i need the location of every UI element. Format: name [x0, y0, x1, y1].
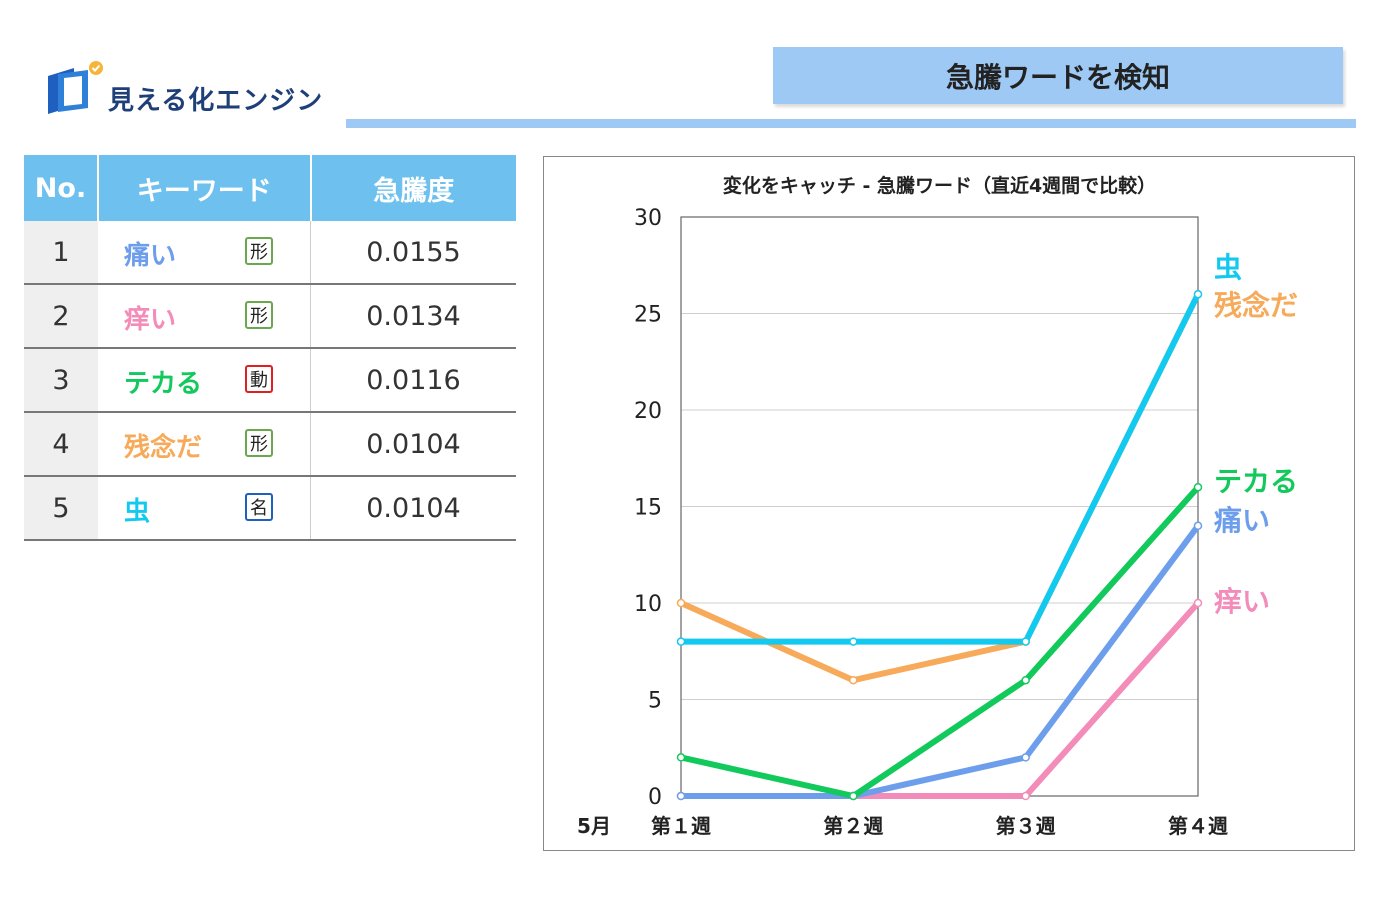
- x-tick-label: 第２週: [823, 814, 883, 838]
- data-point: [1021, 753, 1030, 762]
- row-number: 1: [24, 221, 98, 285]
- data-point: [1021, 791, 1030, 801]
- y-tick-label: 20: [634, 399, 662, 424]
- data-point: [849, 637, 858, 646]
- series-line: [678, 484, 1201, 799]
- data-point: [676, 598, 686, 608]
- page-title: 急騰ワードを検知: [773, 47, 1343, 104]
- x-tick-label: 第３週: [996, 814, 1056, 838]
- row-number: 4: [24, 412, 98, 477]
- data-point: [849, 675, 858, 685]
- logo-text: 見える化エンジン: [108, 86, 324, 116]
- series-line: [678, 522, 1201, 799]
- keyword-cell: 虫名: [98, 476, 311, 541]
- data-point: [676, 753, 686, 762]
- chart-title: 変化をキャッチ - 急騰ワード（直近4週間で比較）: [723, 174, 1156, 197]
- y-tick-label: 5: [648, 689, 662, 714]
- table-row: 2 痒い 形 0.0134: [24, 284, 516, 349]
- score-value: 0.0116: [310, 348, 516, 413]
- row-number: 2: [24, 284, 98, 349]
- score-value: 0.0104: [310, 476, 516, 541]
- title-underline: [346, 119, 1356, 128]
- score-value: 0.0134: [310, 284, 516, 349]
- table-header-row: No. キーワード 急騰度: [24, 155, 516, 221]
- column-header-keyword: キーワード: [97, 155, 311, 221]
- series-line: [678, 291, 1201, 645]
- y-tick-label: 10: [634, 592, 662, 617]
- data-point: [849, 791, 858, 801]
- part-of-speech-badge: 名: [245, 493, 273, 521]
- data-point: [1193, 482, 1203, 492]
- x-axis-prefix: 5月: [577, 814, 611, 838]
- series-label: 虫: [1214, 251, 1242, 284]
- series-label: 痒い: [1214, 585, 1270, 618]
- line-chart: 変化をキャッチ - 急騰ワード（直近4週間で比較） 0 5 10 15 20 25 30 5月 第…: [577, 174, 1298, 838]
- data-point: [1193, 598, 1203, 608]
- data-point: [676, 637, 686, 646]
- keyword-text: テカる: [124, 369, 203, 399]
- keyword-cell: テカる 動: [98, 348, 311, 413]
- keyword-cell: 痒い 形: [98, 284, 311, 349]
- y-tick-label: 0: [648, 785, 662, 810]
- chart-panel: 変化をキャッチ - 急騰ワード（直近4週間で比較） 0 5 10 15 20 25 30 5月 第…: [543, 156, 1355, 851]
- keyword-cell: 残念だ 形: [98, 412, 311, 477]
- part-of-speech-badge: 動: [245, 365, 273, 393]
- data-point: [1021, 637, 1030, 646]
- table-row: 3 テカる 動 0.0116: [24, 348, 516, 413]
- keyword-text: 痛い: [124, 241, 177, 271]
- data-point: [676, 791, 686, 801]
- series-label: 痛い: [1214, 504, 1270, 537]
- score-value: 0.0155: [310, 221, 516, 285]
- keyword-text: 虫: [124, 497, 151, 527]
- logo: 見える化エンジン: [44, 58, 354, 118]
- column-header-no: No.: [24, 155, 98, 221]
- keyword-text: 残念だ: [124, 433, 203, 463]
- series-label: 残念だ: [1214, 289, 1298, 322]
- table-row: 5 虫名 0.0104: [24, 476, 516, 541]
- y-tick-label: 15: [634, 496, 662, 521]
- score-value: 0.0104: [310, 412, 516, 477]
- column-header-score: 急騰度: [309, 155, 516, 221]
- table-row: 4 残念だ 形 0.0104: [24, 412, 516, 477]
- y-tick-label: 25: [634, 303, 662, 328]
- series-line: [678, 291, 1201, 684]
- data-point: [1193, 289, 1203, 299]
- part-of-speech-badge: 形: [245, 237, 273, 265]
- row-number: 3: [24, 348, 98, 413]
- table-row: 1 痛い 形 0.0155: [24, 221, 516, 285]
- x-tick-label: 第４週: [1168, 814, 1228, 838]
- keyword-table: No. キーワード 急騰度 1 痛い形 0.0155 2 痒い形 0.0134 3 テカる動 0…: [24, 155, 516, 541]
- row-number: 5: [24, 476, 98, 541]
- part-of-speech-badge: 形: [245, 301, 273, 329]
- keyword-text: 痒い: [124, 305, 177, 335]
- x-tick-label: 第１週: [651, 814, 711, 838]
- part-of-speech-badge: 形: [245, 429, 273, 457]
- y-tick-label: 30: [634, 206, 662, 231]
- data-point: [1193, 521, 1203, 531]
- series-label: テカる: [1214, 465, 1298, 498]
- logo-icon: [48, 61, 103, 114]
- data-point: [1021, 675, 1030, 685]
- keyword-cell: 痛い 形: [98, 221, 311, 285]
